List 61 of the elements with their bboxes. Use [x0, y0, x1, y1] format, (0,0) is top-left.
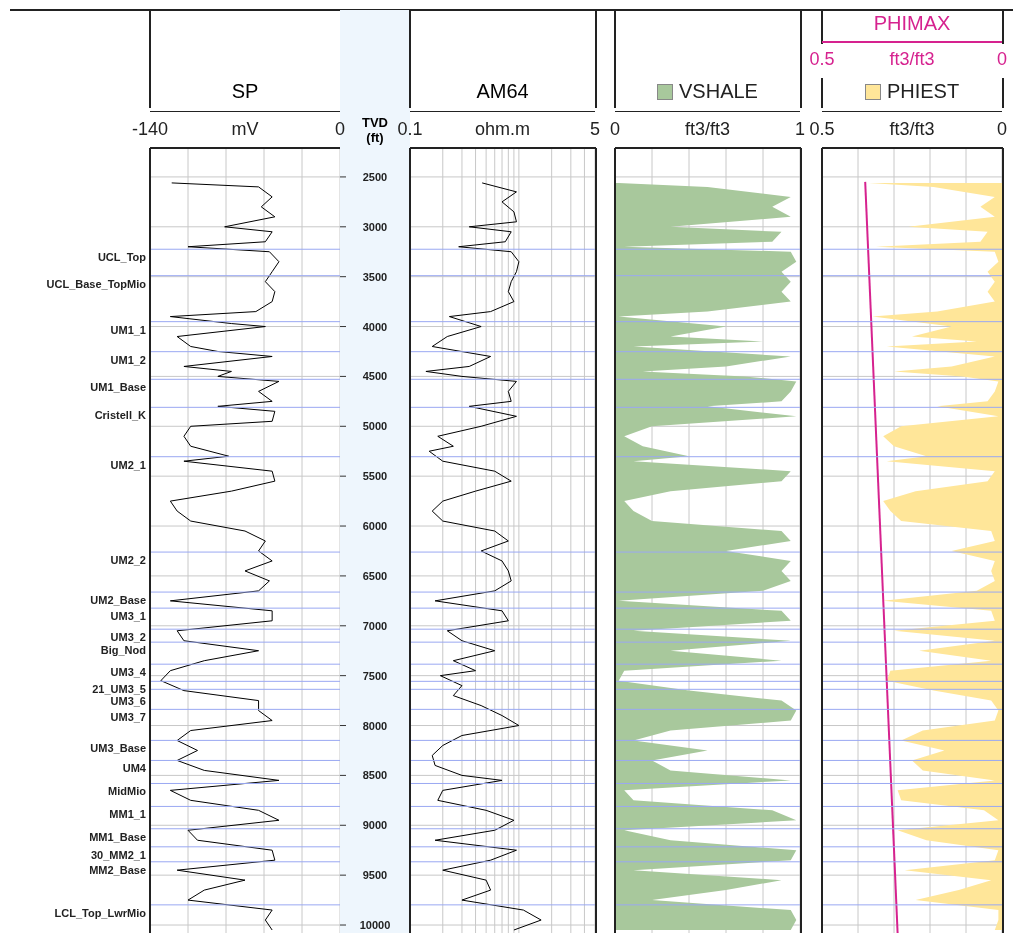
text: PHIMAX: [873, 12, 951, 35]
x-tick-label: 5: [589, 119, 601, 140]
y-tick-label: 2500: [362, 170, 388, 183]
ref-line-label: UM1_Base: [90, 381, 146, 394]
ref-line-label: UM2_Base: [90, 594, 146, 607]
ref-line-label: UCL_Base_TopMio: [46, 277, 147, 290]
y-tick-label: 4000: [362, 320, 388, 333]
x-axis-title: ohm.m: [474, 119, 530, 139]
ref-line-label: 30_MM2_1: [90, 848, 146, 861]
text: VSHALE: [678, 80, 758, 103]
text: AM64: [476, 80, 529, 103]
ref-line-label: Big_Nod: [100, 644, 146, 657]
x-axis-title: mV: [231, 119, 259, 139]
y-tick-label: 7000: [362, 619, 388, 632]
x-axis-title: ft3/ft3: [889, 119, 935, 139]
ref-line-label: MM1_Base: [89, 830, 146, 843]
x-tick-label: 0.1: [397, 119, 423, 140]
ref-line-label: UM2_1: [110, 458, 146, 471]
text: SP: [231, 80, 259, 103]
ref-line-label: MM2_Base: [89, 863, 146, 876]
x-tick-label: 0: [996, 119, 1008, 140]
x2-tick-label: 0.5: [809, 49, 835, 70]
ref-line-label: UM3_4: [110, 666, 147, 679]
y-tick-label: 7500: [362, 669, 388, 682]
y-tick-label: 3000: [362, 220, 388, 233]
ref-line-label: LCL_Top_LwrMio: [54, 906, 147, 919]
x-tick-label: -140: [131, 119, 169, 140]
ref-line-label: UM3_6: [110, 695, 146, 708]
x-tick-label: 0: [609, 119, 621, 140]
y-tick-label: 5000: [362, 420, 388, 433]
x-tick-label: 1: [794, 119, 806, 140]
y-tick-label: 8500: [362, 769, 388, 782]
ref-line-label: UM1_2: [110, 353, 146, 366]
ref-line-label: Cristell_K: [94, 409, 147, 422]
y-tick-label: 3500: [362, 270, 388, 283]
y-tick-label: 10000: [359, 919, 391, 932]
ref-line-label: UM4: [122, 762, 147, 775]
y-tick-label: 5500: [362, 470, 388, 483]
x-tick-label: 0.5: [809, 119, 835, 140]
ref-line-label: UM2_2: [110, 554, 146, 567]
ref-line-label: MM1_1: [109, 808, 146, 821]
y-tick-label: 6500: [362, 569, 388, 582]
y-tick-label: 9000: [362, 819, 388, 832]
ref-line-label: UM3_7: [110, 711, 146, 724]
x-tick-label: 0: [334, 119, 346, 140]
y-tick-label: 6000: [362, 520, 388, 533]
ref-line-label: 21_UM3_5: [92, 683, 146, 696]
y-tick-label: 9500: [362, 869, 388, 882]
ref-line-label: UM3_2: [110, 631, 146, 644]
ref-line-label: UCL_Top: [97, 251, 147, 264]
y-axis-title: TVD (ft): [361, 115, 389, 145]
y-tick-label: 4500: [362, 370, 388, 383]
y-tick-label: 8000: [362, 719, 388, 732]
ref-line-label: UM3_1: [110, 610, 146, 623]
ref-line-label: UM3_Base: [90, 742, 146, 755]
legend-label: PHIEST: [885, 80, 960, 103]
ref-line-label: MidMio: [108, 785, 147, 798]
x2-tick-label: 0: [996, 49, 1008, 70]
x-axis-title: ft3/ft3: [684, 119, 731, 139]
x2-axis-title: ft3/ft3: [889, 49, 935, 69]
ref-line-label: UM1_1: [110, 323, 146, 336]
